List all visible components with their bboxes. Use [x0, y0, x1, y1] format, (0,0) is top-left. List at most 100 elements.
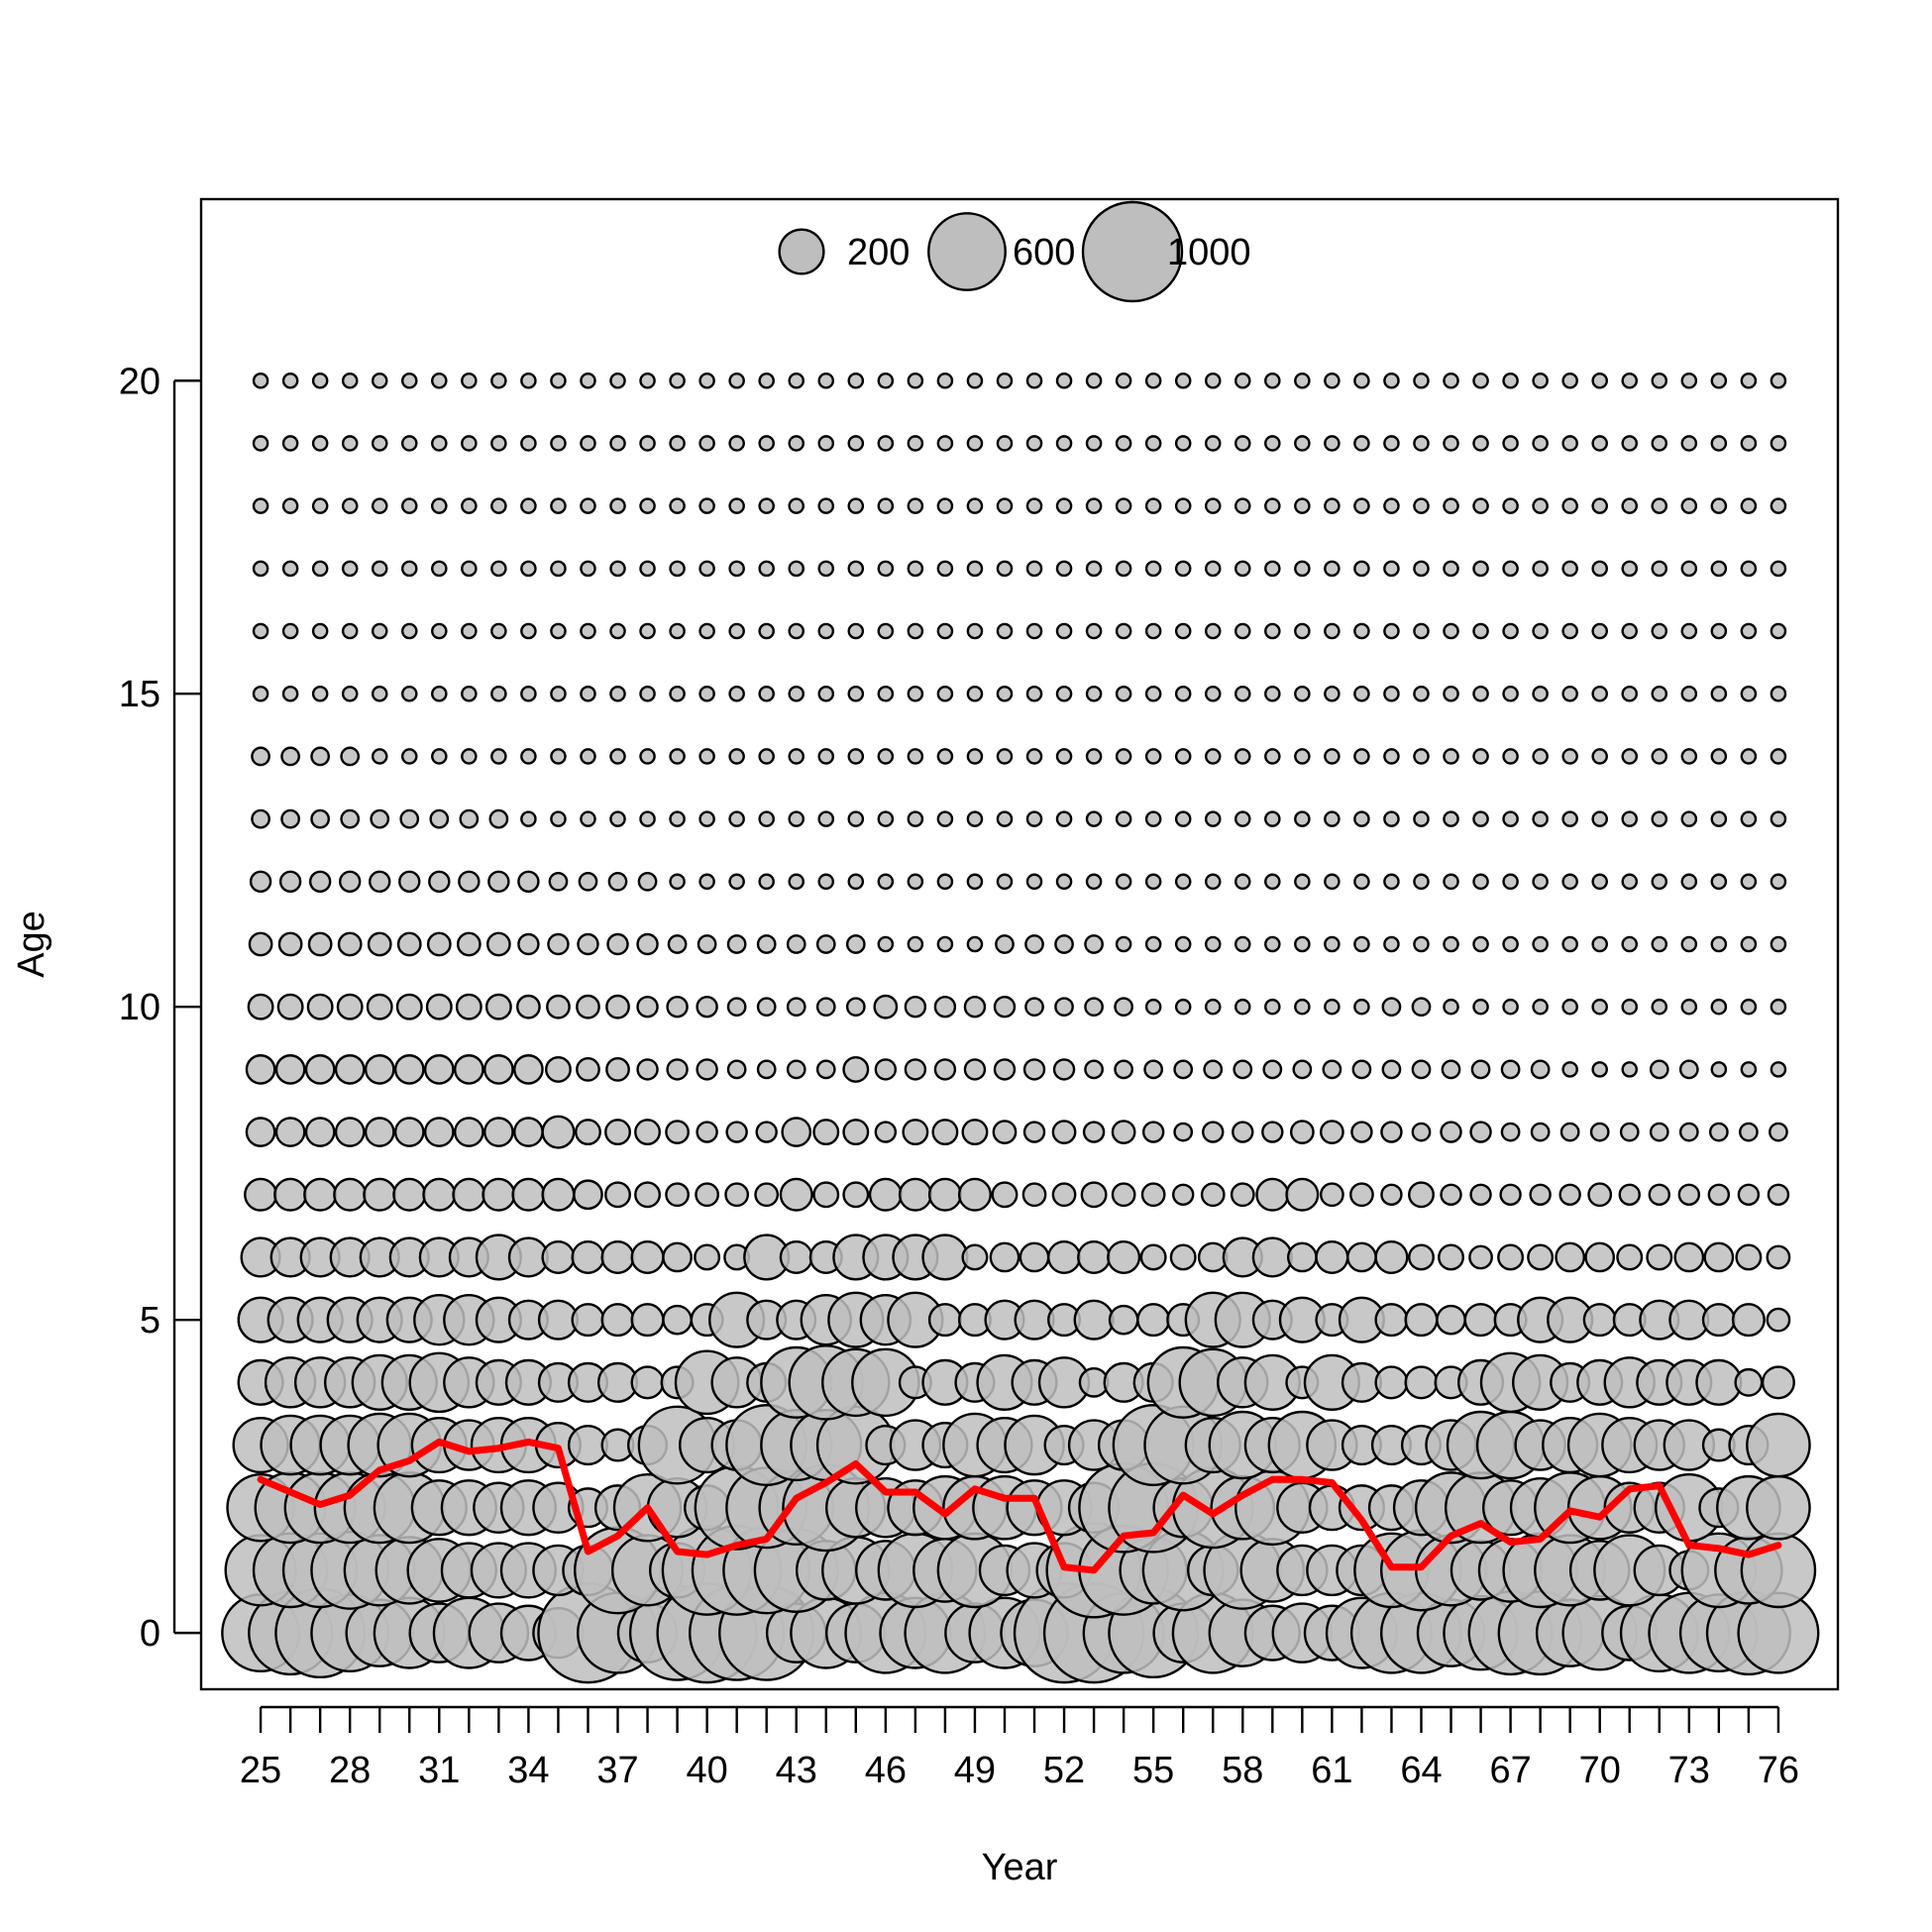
- bubble-point: [1294, 748, 1311, 765]
- bubble-point: [1084, 934, 1104, 954]
- bubble-point: [431, 685, 448, 702]
- bubble-point: [1353, 622, 1370, 640]
- bubble-point: [311, 435, 329, 452]
- x-axis-title: Year: [982, 1847, 1058, 1888]
- x-tick-label: 49: [954, 1750, 996, 1791]
- bubble-point: [758, 435, 775, 452]
- bubble-point: [571, 1239, 605, 1274]
- bubble-point: [698, 810, 715, 827]
- bubble-point: [669, 497, 686, 514]
- bubble-point: [400, 497, 418, 514]
- bubble-point: [1561, 873, 1578, 891]
- bubble-point: [1443, 748, 1459, 765]
- bubble-point: [665, 1182, 690, 1208]
- bubble-point: [550, 748, 567, 765]
- bubble-point: [1383, 873, 1400, 891]
- bubble-point: [788, 873, 805, 891]
- bubble-point: [281, 497, 299, 514]
- bubble-point: [907, 873, 924, 891]
- bubble-point: [1144, 810, 1162, 827]
- bubble-point: [842, 1055, 870, 1083]
- bubble-point: [695, 1182, 720, 1208]
- bubble-point: [993, 995, 1017, 1019]
- bubble-point: [371, 622, 388, 640]
- bubble-point: [310, 746, 331, 767]
- bubble-point: [842, 1119, 870, 1146]
- bubble-point: [1770, 622, 1787, 640]
- bubble-point: [669, 748, 686, 765]
- bubble-point: [961, 1119, 989, 1146]
- bubble-point: [636, 995, 659, 1019]
- bubble-point: [511, 1177, 546, 1212]
- bubble-point: [340, 808, 361, 829]
- bubble-point: [1055, 372, 1073, 389]
- bubble-point: [1055, 810, 1073, 827]
- bubble-point: [547, 932, 570, 956]
- bubble-point: [1383, 622, 1400, 640]
- bubble-point: [1770, 873, 1787, 891]
- bubble-point: [1294, 873, 1311, 891]
- bubble-point: [1022, 1121, 1046, 1143]
- bubble-point: [639, 810, 656, 827]
- bubble-point: [779, 1177, 813, 1212]
- bubble-point: [902, 1119, 929, 1146]
- bubble-point: [1443, 873, 1459, 891]
- bubble-point: [550, 497, 567, 514]
- bubble-point: [966, 560, 984, 578]
- bubble-point: [580, 372, 596, 389]
- bubble-point: [1740, 685, 1758, 702]
- bubble-point: [1680, 748, 1698, 765]
- bubble-point: [520, 685, 537, 702]
- bubble-point: [490, 748, 507, 765]
- bubble-point: [1472, 998, 1489, 1016]
- bubble-point: [1710, 873, 1728, 891]
- bubble-point: [630, 1239, 665, 1274]
- bubble-point: [423, 1054, 455, 1085]
- bubble-point: [1680, 685, 1698, 702]
- bubble-point: [1651, 998, 1668, 1016]
- bubble-point: [936, 497, 954, 514]
- bubble-point: [280, 746, 300, 767]
- bubble-point: [1204, 622, 1222, 640]
- bubble-point: [758, 873, 775, 891]
- bubble-point: [453, 1054, 484, 1085]
- bubble-point: [698, 685, 715, 702]
- bubble-point: [1591, 685, 1608, 702]
- bubble-point: [371, 497, 388, 514]
- bubble-point: [1025, 685, 1043, 702]
- bubble-point: [431, 435, 448, 452]
- bubble-point: [1589, 1122, 1610, 1142]
- bubble-point: [754, 1182, 780, 1208]
- bubble-point: [1561, 435, 1578, 452]
- bubble-point: [907, 810, 924, 827]
- bubble-point: [1174, 748, 1192, 765]
- bubble-point: [1204, 748, 1222, 765]
- bubble-point: [1532, 622, 1549, 640]
- bubble-point: [1582, 1303, 1617, 1338]
- bubble-point: [1500, 1122, 1521, 1142]
- bubble-point: [1408, 1243, 1435, 1271]
- bubble-point: [400, 435, 418, 452]
- bubble-point: [698, 560, 715, 578]
- bubble-point: [400, 685, 418, 702]
- bubble-point: [1374, 1365, 1409, 1400]
- bubble-point: [1264, 998, 1281, 1016]
- bubble-point: [665, 1120, 690, 1144]
- bubble-point: [1413, 497, 1430, 514]
- bubble-point: [1472, 497, 1489, 514]
- bubble-point: [1678, 1059, 1699, 1080]
- bubble-point: [1739, 1122, 1759, 1142]
- bubble-point: [817, 748, 835, 765]
- bubble-point: [459, 808, 480, 829]
- bubble-point: [1025, 622, 1043, 640]
- bubble-point: [877, 873, 895, 891]
- bubble-point: [607, 871, 628, 892]
- bubble-point: [1234, 935, 1251, 953]
- bubble-point: [788, 810, 805, 827]
- bubble-point: [1082, 1121, 1106, 1143]
- x-tick-label: 28: [329, 1750, 371, 1791]
- bubble-point: [452, 1177, 486, 1212]
- bubble-point: [333, 1177, 368, 1212]
- bubble-point: [966, 810, 984, 827]
- bubble-point: [1374, 1239, 1409, 1274]
